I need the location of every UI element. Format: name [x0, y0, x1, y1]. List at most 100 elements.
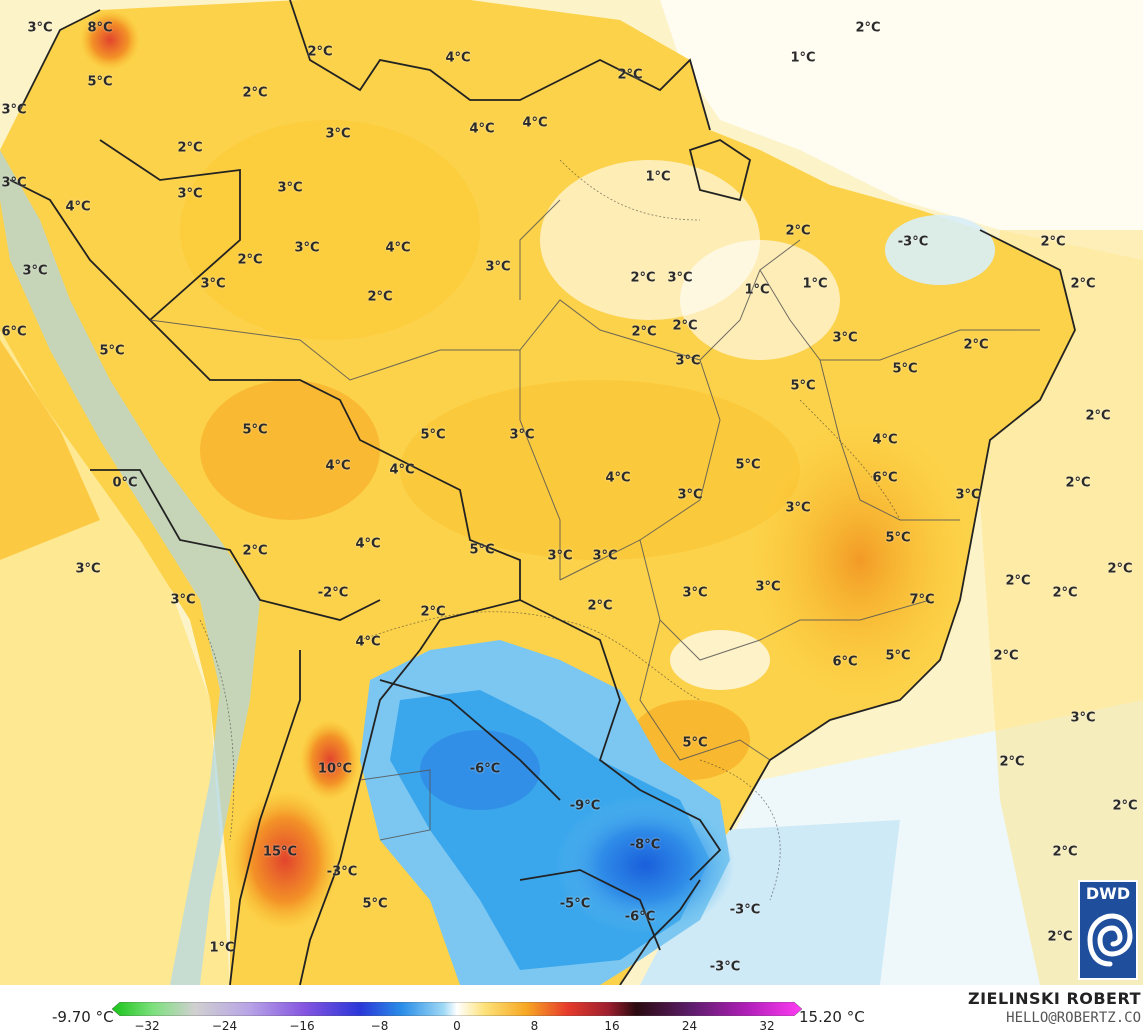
temperature-label: 4°C — [605, 470, 631, 486]
temperature-label: 2°C — [420, 604, 446, 620]
colorbar-tick-label: −24 — [211, 1019, 238, 1033]
temperature-label: 5°C — [87, 74, 113, 90]
temperature-label: 3°C — [177, 186, 203, 202]
temperature-label: 15°C — [262, 844, 298, 860]
temperature-label: 4°C — [355, 536, 381, 552]
temperature-label: -2°C — [317, 585, 349, 601]
temperature-label: 2°C — [1070, 276, 1096, 292]
temperature-label: 2°C — [1040, 234, 1066, 250]
legend-min-value: -9.70 °C — [52, 1008, 114, 1026]
temperature-label: 2°C — [785, 223, 811, 239]
temperature-label: 4°C — [355, 634, 381, 650]
temperature-label: 2°C — [242, 543, 268, 559]
colorbar-tick-label: 8 — [530, 1019, 539, 1033]
colorbar-tick-label: 16 — [604, 1019, 620, 1033]
temperature-label: 2°C — [177, 140, 203, 156]
temperature-label: 2°C — [963, 337, 989, 353]
legend-max-value: 15.20 °C — [799, 1008, 865, 1026]
temperature-label: 5°C — [735, 457, 761, 473]
temperature-label: 7°C — [909, 592, 935, 608]
temperature-label: 3°C — [755, 579, 781, 595]
colorbar-tick-label: −32 — [134, 1019, 160, 1033]
temperature-label: 2°C — [237, 252, 263, 268]
temperature-label: -8°C — [629, 837, 661, 853]
temperature-label: 3°C — [592, 548, 618, 564]
temperature-label: 6°C — [1, 324, 27, 340]
temperature-label: 2°C — [242, 85, 268, 101]
colorbar-tick-label: 24 — [681, 1019, 698, 1033]
temperature-label: 2°C — [307, 44, 333, 60]
temperature-label: 2°C — [1085, 408, 1111, 424]
temperature-label: 2°C — [993, 648, 1019, 664]
temperature-label: 2°C — [1052, 844, 1078, 860]
temperature-label: 6°C — [832, 654, 858, 670]
temperature-label: 3°C — [22, 263, 48, 279]
temperature-label: 4°C — [325, 458, 351, 474]
temperature-label: 4°C — [389, 462, 415, 478]
temperature-label: 3°C — [785, 500, 811, 516]
temperature-label: 4°C — [385, 240, 411, 256]
temperature-label: 2°C — [587, 598, 613, 614]
colorbar-tick-label: −16 — [289, 1019, 315, 1033]
temperature-label: 5°C — [99, 343, 125, 359]
temperature-label: 2°C — [1052, 585, 1078, 601]
temperature-label: 3°C — [294, 240, 320, 256]
temperature-label: 5°C — [892, 361, 918, 377]
colorbar-tick-label: −8 — [370, 1019, 389, 1033]
temperature-label: 4°C — [522, 115, 548, 131]
temperature-label: 3°C — [75, 561, 101, 577]
temperature-label: 5°C — [362, 896, 388, 912]
dwd-spiral-icon — [1087, 913, 1133, 967]
temperature-label: 3°C — [667, 270, 693, 286]
temperature-label: 2°C — [855, 20, 881, 36]
temperature-label: 3°C — [682, 585, 708, 601]
temperature-label: 5°C — [242, 422, 268, 438]
temperature-label: 3°C — [547, 548, 573, 564]
temperature-label: 2°C — [999, 754, 1025, 770]
temperature-label: 2°C — [1065, 475, 1091, 491]
temperature-label: 3°C — [27, 20, 53, 36]
temperature-label: -5°C — [559, 896, 591, 912]
temperature-label: -3°C — [729, 902, 761, 918]
temperature-label: -9°C — [569, 798, 601, 814]
temperature-label: 2°C — [1047, 929, 1073, 945]
temperature-label: 6°C — [872, 470, 898, 486]
temperature-label: 3°C — [1070, 710, 1096, 726]
temperature-label: 3°C — [677, 487, 703, 503]
temperature-label: 8°C — [87, 20, 113, 36]
temperature-label: 3°C — [325, 126, 351, 142]
temperature-label: -3°C — [897, 234, 929, 250]
temperature-label: 5°C — [420, 427, 446, 443]
credit-email: HELLO@ROBERTZ.CO — [1006, 1010, 1141, 1026]
temperature-label: -6°C — [469, 761, 501, 777]
temperature-label: 1°C — [790, 50, 816, 66]
colorbar-tick-label: 0 — [453, 1019, 461, 1033]
temperature-label: 5°C — [469, 542, 495, 558]
temperature-label: 2°C — [631, 324, 657, 340]
temperature-anomaly-map — [0, 0, 1143, 985]
temperature-label: 2°C — [617, 67, 643, 83]
dwd-logo: DWD — [1078, 880, 1138, 980]
temperature-label: 3°C — [200, 276, 226, 292]
temperature-label: 1°C — [209, 940, 235, 956]
temperature-label: 3°C — [955, 487, 981, 503]
temperature-label: -3°C — [709, 959, 741, 975]
temperature-label: 4°C — [445, 50, 471, 66]
temperature-label: 2°C — [672, 318, 698, 334]
temperature-label: 4°C — [65, 199, 91, 215]
temperature-label: 2°C — [630, 270, 656, 286]
temperature-label: 2°C — [1107, 561, 1133, 577]
temperature-label: 10°C — [317, 761, 353, 777]
temperature-label: 0°C — [112, 475, 138, 491]
temperature-label: -6°C — [624, 909, 656, 925]
colorbar — [112, 1002, 802, 1016]
temperature-label: 3°C — [170, 592, 196, 608]
temperature-label: -3°C — [326, 864, 358, 880]
temperature-label: 1°C — [645, 169, 671, 185]
temperature-label: 3°C — [675, 353, 701, 369]
temperature-label: 5°C — [885, 530, 911, 546]
temperature-label: 5°C — [885, 648, 911, 664]
temperature-label: 3°C — [832, 330, 858, 346]
colorbar-tick-label: 32 — [759, 1019, 775, 1033]
temperature-label: 2°C — [367, 289, 393, 305]
